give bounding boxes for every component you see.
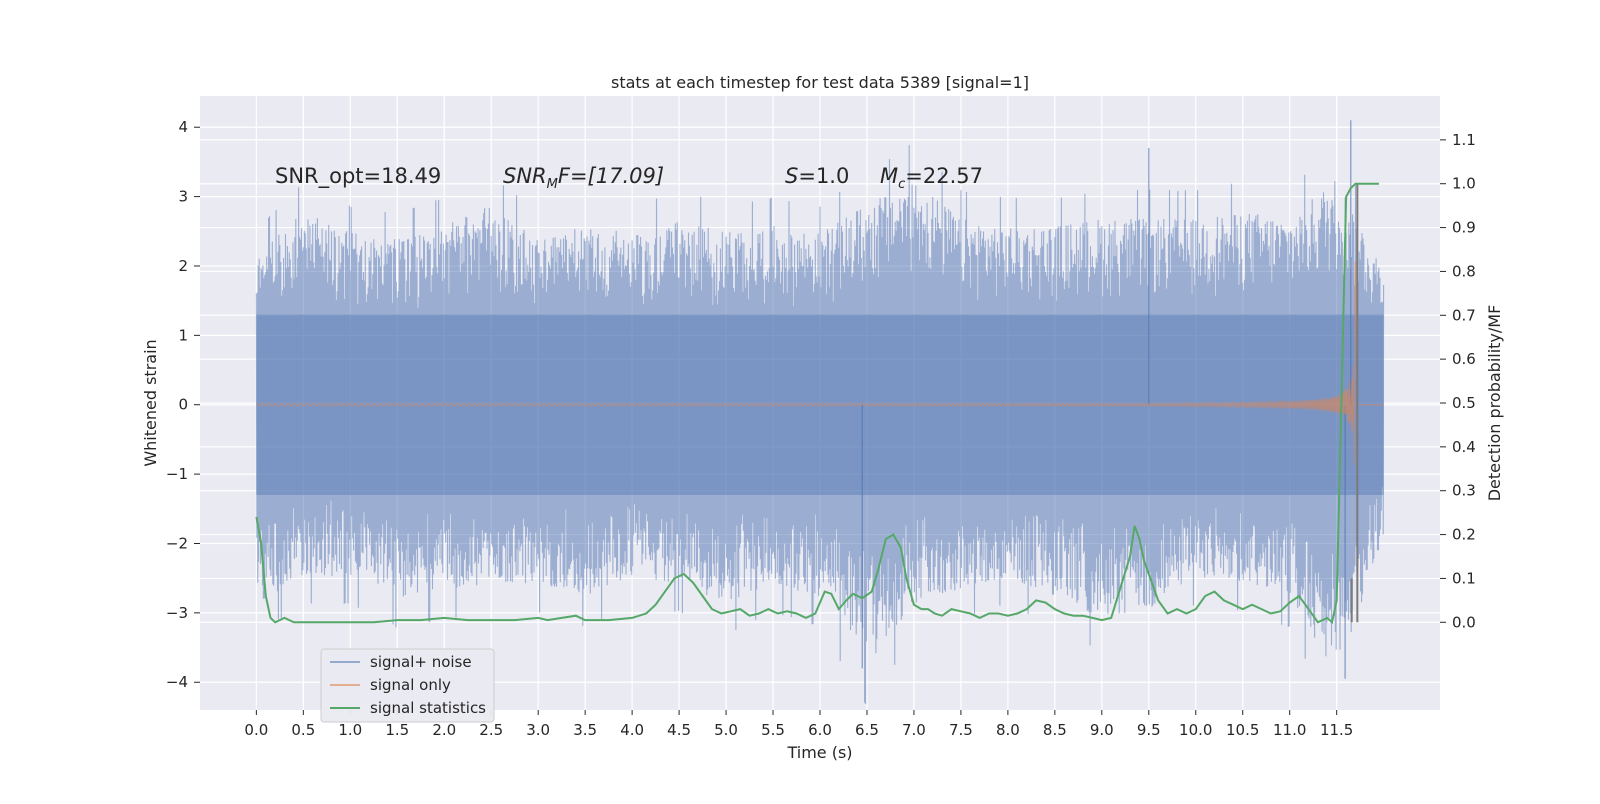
annotation-snr-opt: SNR_opt=18.49	[275, 164, 441, 189]
x-tick-label: 0.5	[291, 721, 315, 739]
legend-box	[320, 648, 495, 723]
y-right-tick-label: 0.8	[1452, 262, 1476, 280]
x-tick-label: 5.0	[714, 721, 738, 739]
y-right-tick-label: 0.7	[1452, 306, 1476, 324]
y-right-tick-label: 0.2	[1452, 526, 1476, 544]
x-tick-label: 9.5	[1137, 721, 1161, 739]
x-axis-ticks: 0.0 0.5 1.0 1.5 2.0 2.5 3.0 3.5 4.0 4.5 5.0 5.5 6.0 6…	[244, 710, 1353, 739]
noise-trace	[255, 145, 1385, 705]
y-left-tick-label: −2	[166, 534, 188, 552]
x-tick-label: 6.5	[855, 721, 879, 739]
x-tick-label: 9.0	[1090, 721, 1114, 739]
annotation-s-main: S	[785, 164, 798, 188]
y-right-tick-label: 1.1	[1452, 131, 1476, 149]
annotation-mc-main: M	[880, 164, 898, 188]
x-tick-label: 6.0	[808, 721, 832, 739]
series-signal-only	[256, 261, 1384, 466]
annotation-snr-mf-sub: M	[547, 177, 558, 192]
x-tick-label: 8.5	[1043, 721, 1067, 739]
y-right-tick-label: 0.5	[1452, 394, 1476, 412]
y-left-tick-label: 3	[178, 188, 188, 206]
x-tick-label: 11.0	[1273, 721, 1306, 739]
y-left-tick-label: 2	[178, 257, 188, 275]
annotation-s: S=1.0	[785, 164, 849, 188]
y-axis-left-label: Whitened strain	[141, 339, 160, 466]
x-tick-label: 1.0	[338, 721, 362, 739]
y-right-tick-label: 0.4	[1452, 438, 1476, 456]
y-right-tick-label: 0.3	[1452, 482, 1476, 500]
y-left-tick-label: 4	[178, 118, 188, 136]
annotation-snr-mf: SNRMF=[17.09]	[503, 164, 664, 192]
x-axis-label: Time (s)	[786, 743, 852, 762]
x-tick-label: 2.5	[479, 721, 503, 739]
merger-markers	[1350, 183, 1359, 623]
signal-trace	[256, 261, 1384, 466]
annotation-s-value: =1.0	[798, 164, 849, 188]
legend-label-signal: signal only	[370, 676, 451, 694]
x-tick-label: 2.0	[432, 721, 456, 739]
y-axis-right-ticks: 1.1 1.0 0.9 0.8 0.7 0.6 0.5 0.4 0.3 0.2 0.1 0.0	[1440, 131, 1476, 631]
x-tick-label: 11.5	[1320, 721, 1353, 739]
y-right-tick-label: 0.1	[1452, 569, 1476, 587]
annotation-mc: Mc=22.57	[880, 164, 983, 192]
x-tick-label: 10.5	[1226, 721, 1259, 739]
y-right-tick-label: 0.0	[1452, 613, 1476, 631]
y-right-tick-label: 0.6	[1452, 350, 1476, 368]
x-tick-label: 0.0	[244, 721, 268, 739]
y-left-tick-label: 0	[178, 396, 188, 414]
x-tick-label: 5.5	[761, 721, 785, 739]
annotation-mc-sub: c	[898, 177, 905, 192]
plot-content	[255, 120, 1385, 705]
y-left-tick-label: −1	[166, 465, 188, 483]
legend: signal+ noise signal only signal statist…	[320, 648, 495, 723]
chart-title: stats at each timestep for test data 538…	[611, 73, 1029, 92]
statistics-trace	[255, 182, 1379, 625]
x-tick-label: 1.5	[385, 721, 409, 739]
x-tick-label: 7.0	[902, 721, 926, 739]
y-left-tick-label: 1	[178, 326, 188, 344]
legend-label-stats: signal statistics	[370, 699, 486, 717]
x-tick-label: 4.0	[620, 721, 644, 739]
x-tick-label: 3.0	[526, 721, 550, 739]
y-axis-left-ticks: 4 3 2 1 0 −1 −2 −3 −4	[166, 118, 200, 691]
annotation-mc-value: =22.57	[905, 164, 983, 188]
annotation-snr-mf-main: SNR	[503, 164, 547, 188]
y-axis-right-label: Detection probability/MF	[1485, 305, 1504, 502]
y-right-tick-label: 0.9	[1452, 219, 1476, 237]
y-right-tick-label: 1.0	[1452, 175, 1476, 193]
y-left-tick-label: −4	[166, 673, 188, 691]
x-tick-label: 3.5	[573, 721, 597, 739]
x-tick-label: 10.0	[1179, 721, 1212, 739]
legend-label-noise: signal+ noise	[370, 653, 472, 671]
x-tick-label: 4.5	[667, 721, 691, 739]
x-tick-label: 8.0	[996, 721, 1020, 739]
y-left-tick-label: −3	[166, 604, 188, 622]
series-signal-statistics	[255, 182, 1379, 625]
x-tick-label: 7.5	[949, 721, 973, 739]
annotation-snr-mf-f: F=[17.09]	[558, 164, 664, 188]
